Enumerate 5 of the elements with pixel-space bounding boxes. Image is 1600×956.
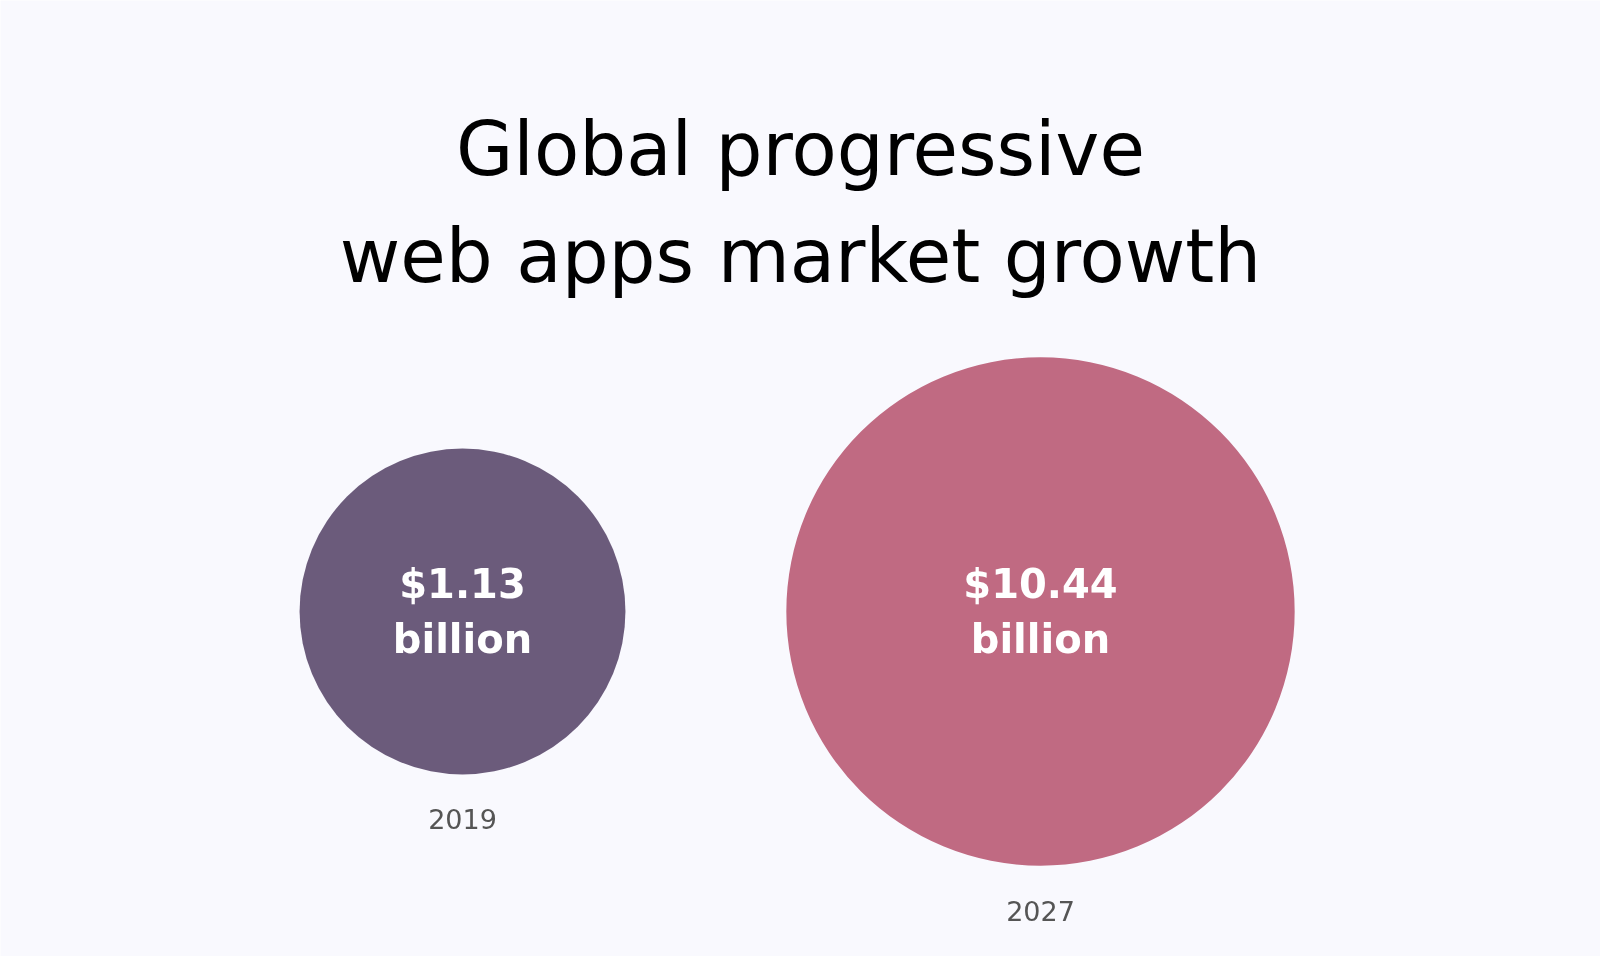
text: Global progressive web apps market growth: [339, 105, 1262, 299]
data-label: $10.44 billion: [963, 560, 1118, 663]
category-label: 2027: [1006, 895, 1075, 927]
category-label: 2019: [428, 804, 497, 836]
data-label: $1.13 billion: [392, 560, 533, 663]
